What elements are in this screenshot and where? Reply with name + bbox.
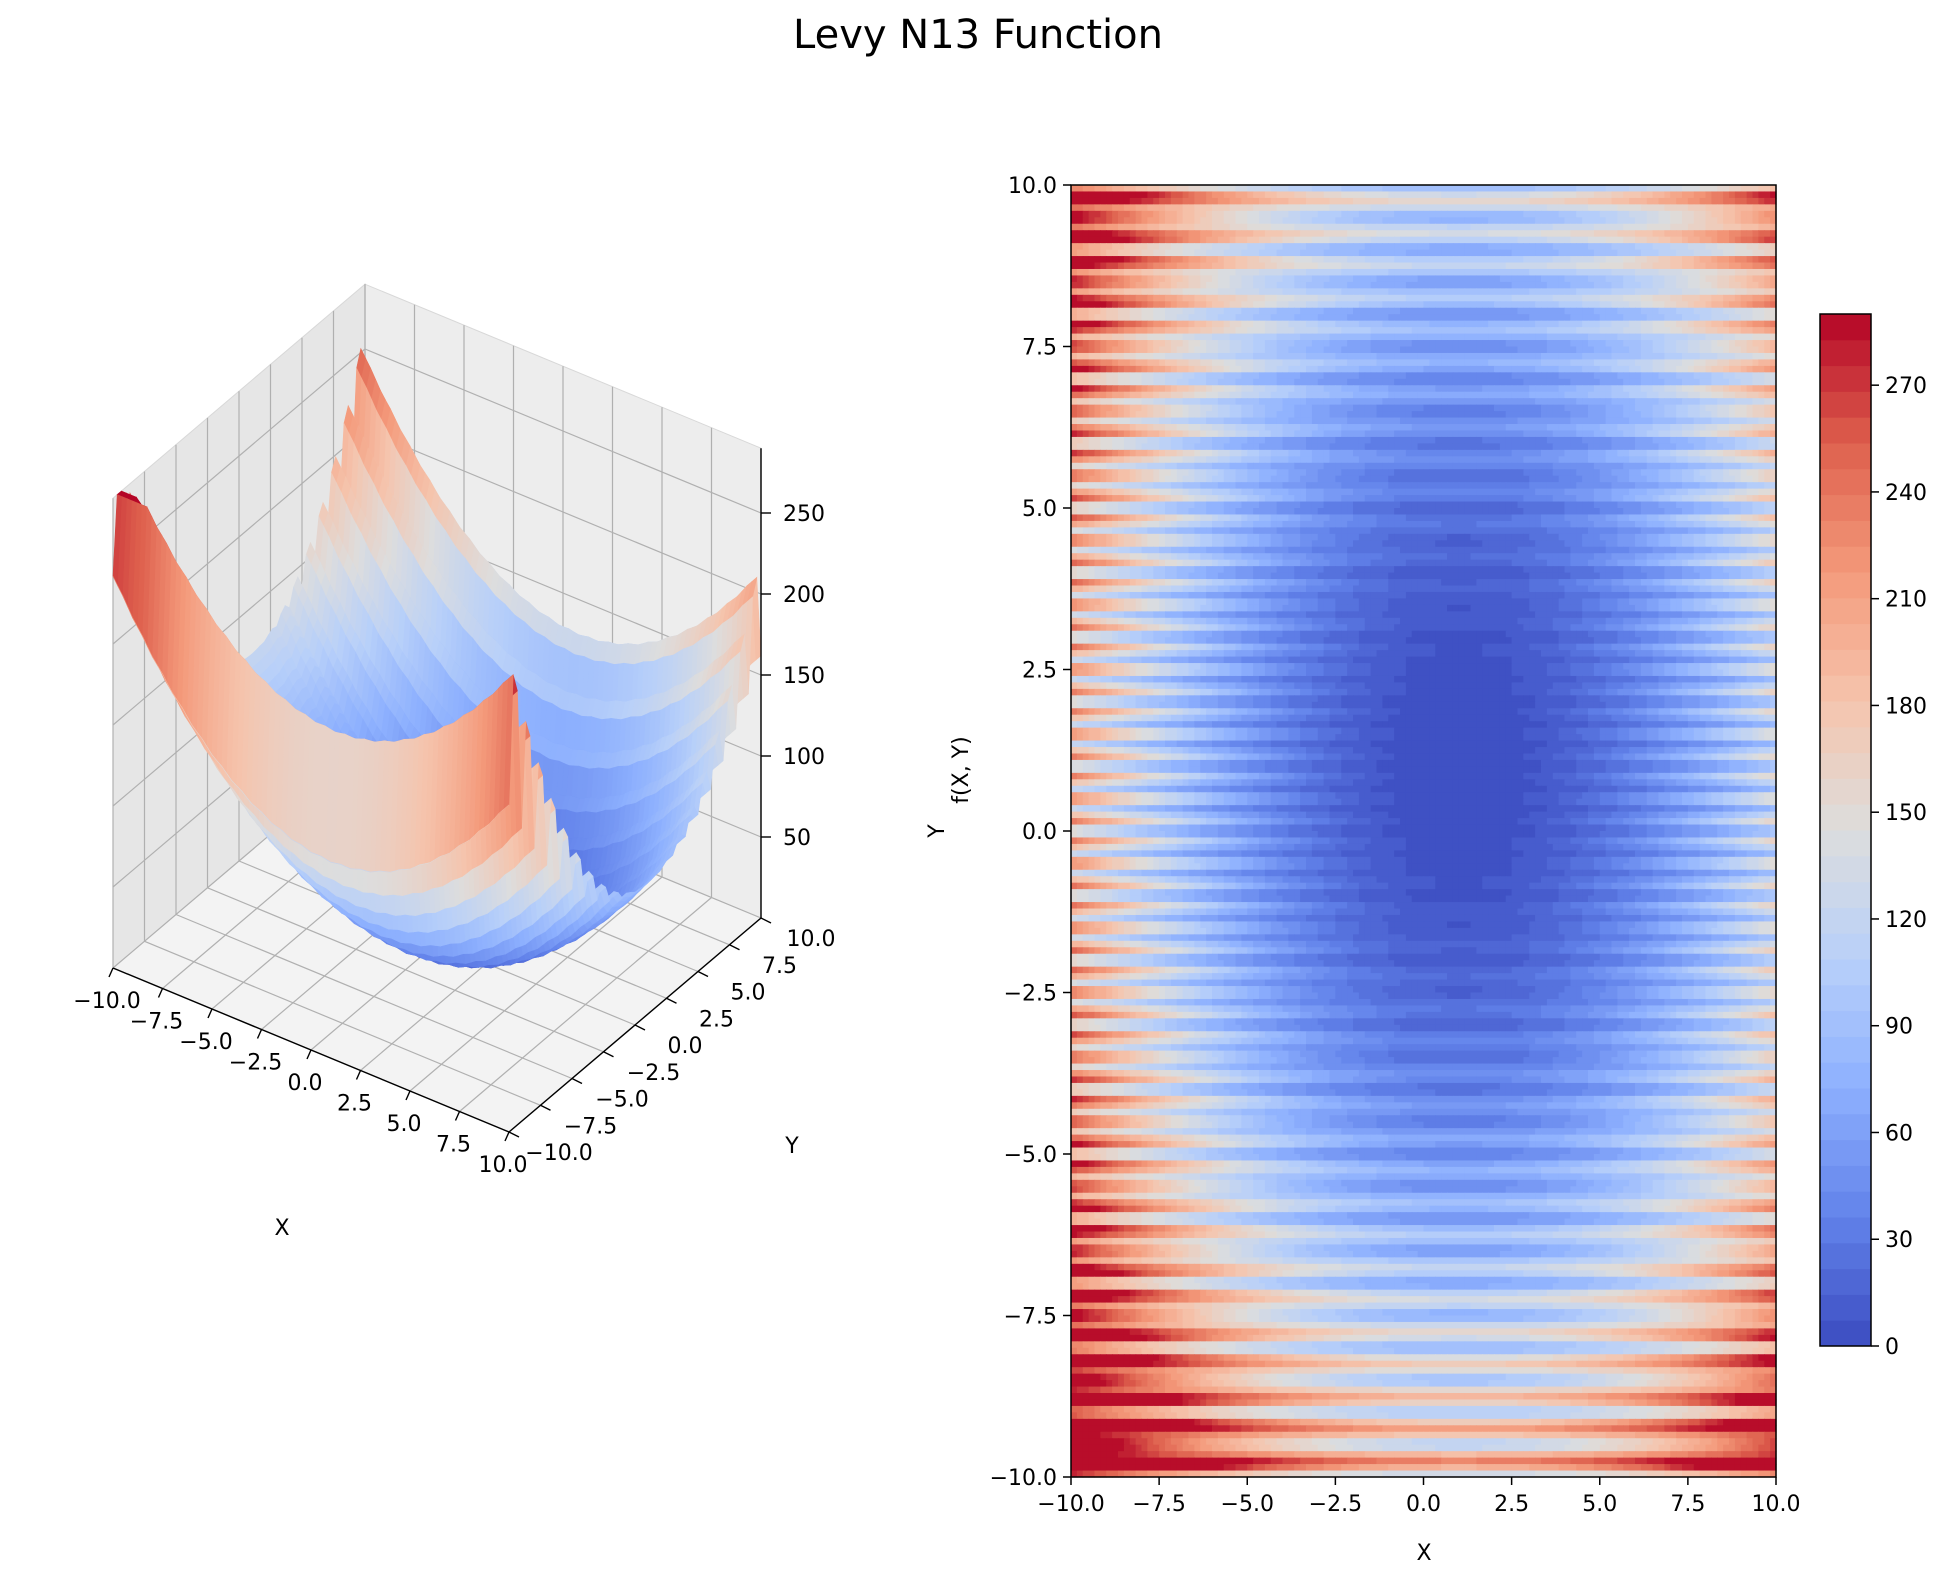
contour-cell	[1095, 185, 1101, 192]
x-tick	[208, 1009, 212, 1018]
y-tick	[698, 972, 708, 977]
x-tick-label: −2.5	[229, 1051, 282, 1076]
contour-fill	[1071, 185, 1777, 1478]
contour-cell	[1077, 185, 1083, 192]
z-tick-label: 150	[783, 664, 825, 689]
surface-z-axis-label: f(X, Y)	[949, 736, 974, 803]
x-tick	[307, 1050, 311, 1059]
y-tick-label: 10.0	[787, 927, 836, 952]
z-tick-label: 100	[783, 745, 825, 770]
surface-3d-plot: −10.0−7.5−5.0−2.50.02.55.07.510.0−10.0−7…	[73, 284, 974, 1241]
contour-cell	[1089, 185, 1095, 192]
z-tick-label: 250	[783, 502, 825, 527]
x-tick-label: −7.5	[130, 1010, 183, 1035]
y-tick	[604, 1052, 614, 1057]
x-tick	[505, 1132, 509, 1141]
y-tick	[761, 918, 771, 923]
surface-y-axis-label: Y	[784, 1134, 799, 1159]
x-tick	[109, 968, 113, 977]
x-tick-label: 10.0	[479, 1153, 528, 1178]
y-tick	[541, 1105, 551, 1110]
contour-cell	[1118, 185, 1124, 192]
x-tick-label: −5.0	[179, 1030, 232, 1055]
y-tick-label: 7.5	[762, 954, 797, 979]
y-tick-label: −2.5	[627, 1061, 680, 1086]
y-tick	[730, 945, 740, 950]
y-tick-label: −5.0	[595, 1088, 648, 1113]
x-tick-label: 7.5	[436, 1133, 471, 1158]
contour-cell	[1112, 185, 1118, 192]
x-tick-label: 5.0	[387, 1112, 422, 1137]
contour-cell	[1106, 185, 1112, 192]
surface-x-axis-label: X	[274, 1216, 289, 1241]
x-tick	[258, 1030, 262, 1039]
x-tick-label: 2.5	[337, 1092, 372, 1117]
x-tick	[159, 989, 163, 998]
y-tick-label: −10.0	[525, 1141, 592, 1166]
contour-cell	[1071, 185, 1077, 192]
y-tick	[509, 1132, 519, 1137]
z-tick-label: 200	[783, 583, 825, 608]
y-tick-label: 0.0	[668, 1034, 703, 1059]
contour-plot: −10.0 −7.5 −5.0 −2.5 0.0 2.5 5.0 7.5 10.0 −10.0−…	[925, 174, 1800, 1566]
x-tick	[406, 1091, 410, 1100]
y-tick-label: −7.5	[564, 1114, 617, 1139]
x-tick	[357, 1071, 361, 1080]
contour-cell	[1100, 185, 1106, 192]
y-tick	[667, 998, 677, 1003]
y-tick	[572, 1079, 582, 1084]
y-tick	[635, 1025, 645, 1030]
y-tick-label: 5.0	[731, 981, 766, 1006]
x-tick	[456, 1112, 460, 1121]
contour-cell	[1083, 185, 1089, 192]
z-tick-label: 50	[783, 826, 811, 851]
x-tick-label: 0.0	[288, 1071, 323, 1096]
y-tick-label: 2.5	[699, 1007, 734, 1032]
